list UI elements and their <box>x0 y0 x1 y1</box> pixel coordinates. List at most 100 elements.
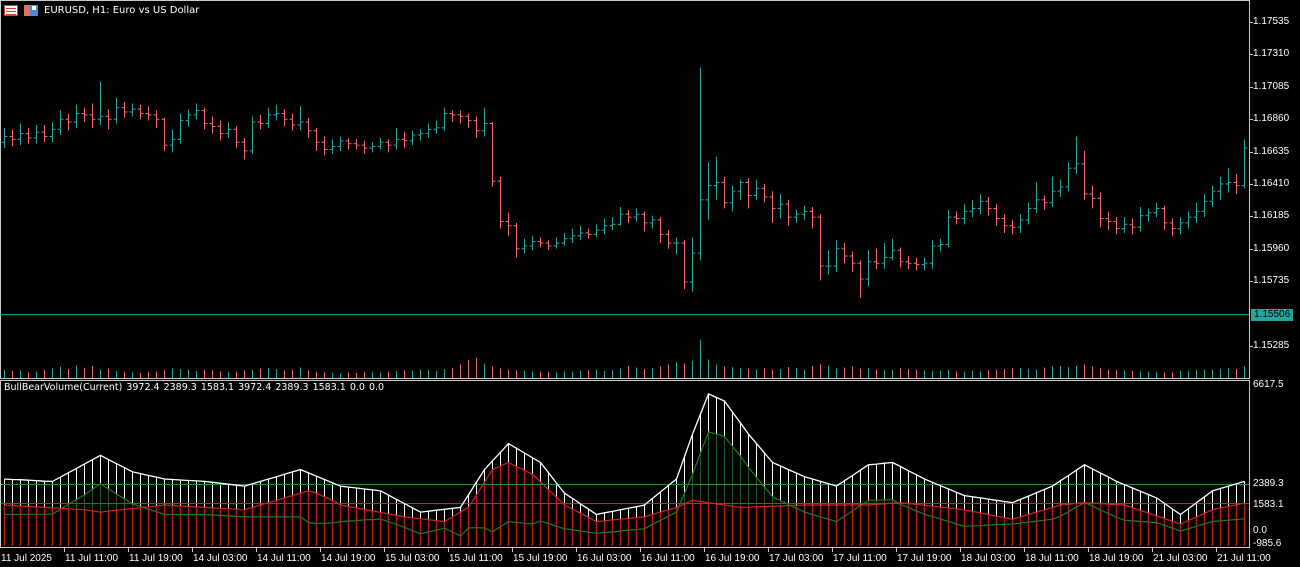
ohlc-bar <box>961 204 968 225</box>
ohlc-bar <box>329 139 336 154</box>
ohlc-bar <box>1193 202 1200 223</box>
ohlc-bar <box>729 185 736 212</box>
bullbear-volume-indicator <box>1 393 1249 546</box>
ohlc-bar <box>545 240 552 251</box>
ohlc-bar <box>1121 217 1128 233</box>
ohlc-bar <box>121 101 128 118</box>
ohlc-bar <box>721 176 728 209</box>
ohlc-bar <box>425 123 432 138</box>
ohlc-bar <box>921 257 928 271</box>
time-axis-label: 16 Jul 19:00 <box>705 553 760 564</box>
ohlc-bar <box>889 238 896 261</box>
ohlc-bar <box>297 106 304 131</box>
indicator-value: 2389.3 <box>163 382 197 393</box>
ohlc-bar <box>57 110 64 136</box>
ohlc-bar <box>705 162 712 220</box>
bear-volume-line <box>4 461 1245 525</box>
ohlc-bar <box>113 97 120 124</box>
ohlc-bar <box>321 136 328 156</box>
template-icon[interactable] <box>4 5 18 16</box>
ohlc-bar <box>353 139 360 150</box>
ohlc-bar <box>801 205 808 220</box>
ohlc-bar <box>905 256 912 269</box>
ohlc-bar <box>1073 136 1080 174</box>
time-axis-label: 15 Jul 11:00 <box>449 553 503 564</box>
indicator-value: 0.0 <box>349 382 365 393</box>
ohlc-bar <box>1137 207 1144 232</box>
ohlc-bar <box>217 120 224 141</box>
price-axis-label: 1.15960 <box>1253 242 1290 254</box>
ohlc-bar <box>393 127 400 150</box>
ohlc-bar <box>1113 217 1120 235</box>
ohlc-bar <box>201 107 208 130</box>
time-axis-label: 15 Jul 19:00 <box>513 553 568 564</box>
ohlc-bar <box>137 104 144 120</box>
ohlc-bar <box>385 139 392 153</box>
ohlc-bar <box>697 67 704 261</box>
ohlc-bar <box>185 109 192 127</box>
time-axis-label: 18 Jul 03:00 <box>961 553 1016 564</box>
ohlc-bar <box>337 136 344 151</box>
ohlc-bar <box>17 123 24 146</box>
ohlc-bar <box>1033 182 1040 213</box>
ohlc-bar <box>641 211 648 232</box>
ohlc-bar <box>1001 214 1008 233</box>
time-axis-label: 21 Jul 11:00 <box>1217 553 1271 564</box>
indicator-value: 1583.1 <box>312 382 346 393</box>
ohlc-bar <box>457 110 464 124</box>
ohlc-bar <box>145 106 152 121</box>
ohlc-bar <box>1161 205 1168 231</box>
time-axis-label: 21 Jul 03:00 <box>1153 553 1208 564</box>
price-axis-label: 1.16185 <box>1253 210 1290 222</box>
ohlc-bar <box>105 109 112 130</box>
ohlc-bar <box>97 81 104 125</box>
ohlc-bar <box>553 237 560 249</box>
ohlc-bar <box>1145 208 1152 222</box>
ohlc-bar <box>857 260 864 298</box>
indicator-axis-max: 6617.5 <box>1253 379 1284 390</box>
ohlc-bar <box>569 228 576 244</box>
ohlc-bar <box>497 176 504 229</box>
price-bars <box>1 67 1248 298</box>
ohlc-bar <box>441 107 448 131</box>
ohlc-bar <box>313 127 320 151</box>
ohlc-bar <box>1201 194 1208 218</box>
ohlc-bar <box>873 248 880 269</box>
ohlc-bar <box>81 107 88 123</box>
ohlc-bar <box>1185 211 1192 229</box>
ohlc-bar <box>985 196 992 216</box>
time-axis-label: 11 Jul 11:00 <box>65 553 119 564</box>
ohlc-bar <box>689 237 696 292</box>
ohlc-bar <box>1209 185 1216 208</box>
ohlc-bar <box>33 124 40 144</box>
ohlc-bar <box>769 191 776 223</box>
save-icon[interactable] <box>24 5 38 16</box>
ohlc-bar <box>593 224 600 238</box>
ohlc-bar <box>833 240 840 272</box>
ohlc-bar <box>761 184 768 203</box>
price-axis-label: 1.17310 <box>1253 48 1290 60</box>
ohlc-bar <box>817 214 824 281</box>
indicator-name: BullBearVolume(Current) <box>4 382 123 393</box>
ohlc-bar <box>345 137 352 150</box>
ohlc-bar <box>945 209 952 248</box>
time-axis-label: 17 Jul 03:00 <box>769 553 824 564</box>
ohlc-bar <box>657 217 664 244</box>
indicator-axis-level-bull: 2389.3 <box>1253 478 1284 489</box>
time-axis-label: 18 Jul 11:00 <box>1025 553 1079 564</box>
ohlc-bar <box>609 217 616 231</box>
indicator-axis-min: -985.6 <box>1253 538 1282 549</box>
ohlc-bar <box>89 103 96 128</box>
indicator-value: 2389.3 <box>275 382 309 393</box>
main-pane-border <box>0 0 1250 379</box>
time-axis-label: 11 Jul 19:00 <box>129 553 183 564</box>
indicator-axis-zero: 0.0 <box>1253 525 1267 536</box>
ohlc-bar <box>1233 173 1240 195</box>
price-axis-label: 1.16410 <box>1253 178 1290 189</box>
time-axis-label: 16 Jul 11:00 <box>641 553 695 564</box>
ohlc-bar <box>49 122 56 143</box>
ohlc-bar <box>1225 168 1232 193</box>
ohlc-bar <box>1177 217 1184 235</box>
ohlc-bar <box>937 238 944 252</box>
